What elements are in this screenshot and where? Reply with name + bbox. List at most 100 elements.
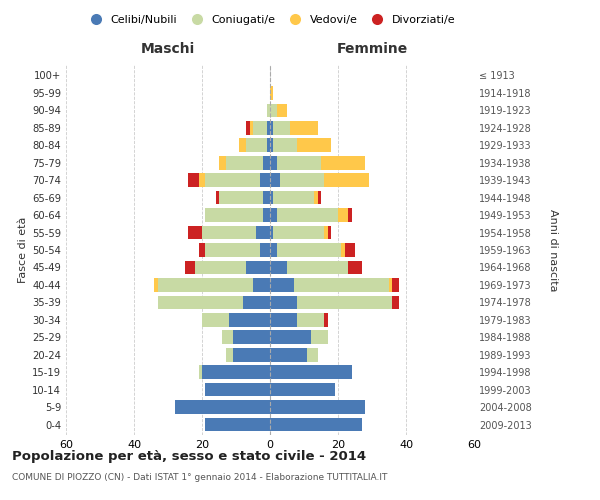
Bar <box>199 366 202 379</box>
Bar <box>175 400 270 414</box>
Bar <box>233 348 270 362</box>
Bar <box>270 104 277 117</box>
Bar <box>233 330 270 344</box>
Bar <box>270 348 307 362</box>
Bar <box>270 366 352 379</box>
Bar <box>246 121 250 134</box>
Bar <box>195 260 246 274</box>
Bar <box>263 208 270 222</box>
Bar <box>246 138 266 152</box>
Bar <box>270 400 365 414</box>
Bar <box>325 174 368 187</box>
Bar <box>348 260 362 274</box>
Bar <box>341 243 345 257</box>
Bar <box>270 330 311 344</box>
Text: Popolazione per età, sesso e stato civile - 2014: Popolazione per età, sesso e stato civil… <box>12 450 366 463</box>
Bar <box>321 156 365 170</box>
Bar <box>246 260 270 274</box>
Bar <box>215 191 219 204</box>
Bar <box>270 156 277 170</box>
Bar <box>328 226 331 239</box>
Bar <box>226 348 233 362</box>
Bar <box>202 313 229 326</box>
Bar <box>338 208 348 222</box>
Bar <box>185 260 195 274</box>
Bar <box>325 313 328 326</box>
Bar <box>277 104 287 117</box>
Bar <box>205 208 263 222</box>
Bar <box>270 208 277 222</box>
Legend: Celibi/Nubili, Coniugati/e, Vedovi/e, Divorziati/e: Celibi/Nubili, Coniugati/e, Vedovi/e, Di… <box>80 10 460 29</box>
Bar <box>345 243 355 257</box>
Bar <box>270 278 294 291</box>
Bar <box>280 174 325 187</box>
Bar <box>188 226 202 239</box>
Bar <box>158 296 243 309</box>
Bar <box>270 313 297 326</box>
Text: COMUNE DI PIOZZO (CN) - Dati ISTAT 1° gennaio 2014 - Elaborazione TUTTITALIA.IT: COMUNE DI PIOZZO (CN) - Dati ISTAT 1° ge… <box>12 472 388 482</box>
Bar <box>294 278 389 291</box>
Y-axis label: Fasce di età: Fasce di età <box>18 217 28 283</box>
Bar <box>270 383 335 396</box>
Bar <box>263 191 270 204</box>
Bar <box>250 121 253 134</box>
Bar <box>348 208 352 222</box>
Bar <box>287 260 348 274</box>
Bar <box>266 138 270 152</box>
Bar <box>270 174 280 187</box>
Bar <box>229 313 270 326</box>
Bar <box>274 138 297 152</box>
Bar <box>270 296 297 309</box>
Bar <box>253 278 270 291</box>
Bar <box>270 260 287 274</box>
Bar <box>270 226 274 239</box>
Bar <box>260 243 270 257</box>
Bar <box>270 191 274 204</box>
Y-axis label: Anni di nascita: Anni di nascita <box>548 209 558 291</box>
Bar <box>274 121 290 134</box>
Bar <box>256 226 270 239</box>
Bar <box>205 383 270 396</box>
Bar <box>260 174 270 187</box>
Bar <box>239 138 246 152</box>
Bar <box>307 348 317 362</box>
Bar <box>325 226 328 239</box>
Bar <box>205 174 260 187</box>
Bar <box>223 330 233 344</box>
Bar <box>202 366 270 379</box>
Bar <box>199 243 205 257</box>
Bar <box>219 191 263 204</box>
Bar <box>277 156 321 170</box>
Bar <box>226 156 263 170</box>
Bar <box>219 156 226 170</box>
Bar <box>263 156 270 170</box>
Bar <box>158 278 253 291</box>
Bar <box>274 226 325 239</box>
Text: Maschi: Maschi <box>141 42 195 56</box>
Bar <box>270 418 362 432</box>
Bar <box>389 278 392 291</box>
Bar <box>253 121 266 134</box>
Bar <box>297 138 331 152</box>
Bar <box>270 138 274 152</box>
Bar <box>270 243 277 257</box>
Bar <box>188 174 199 187</box>
Bar <box>270 86 274 100</box>
Bar <box>277 243 341 257</box>
Bar <box>154 278 158 291</box>
Bar <box>317 191 321 204</box>
Bar <box>270 121 274 134</box>
Bar <box>392 278 399 291</box>
Bar <box>202 226 256 239</box>
Bar <box>392 296 399 309</box>
Bar <box>297 313 325 326</box>
Bar <box>297 296 392 309</box>
Bar <box>205 418 270 432</box>
Bar <box>290 121 317 134</box>
Bar <box>266 104 270 117</box>
Bar <box>266 121 270 134</box>
Text: Femmine: Femmine <box>337 42 407 56</box>
Bar <box>277 208 338 222</box>
Bar <box>311 330 328 344</box>
Bar <box>314 191 317 204</box>
